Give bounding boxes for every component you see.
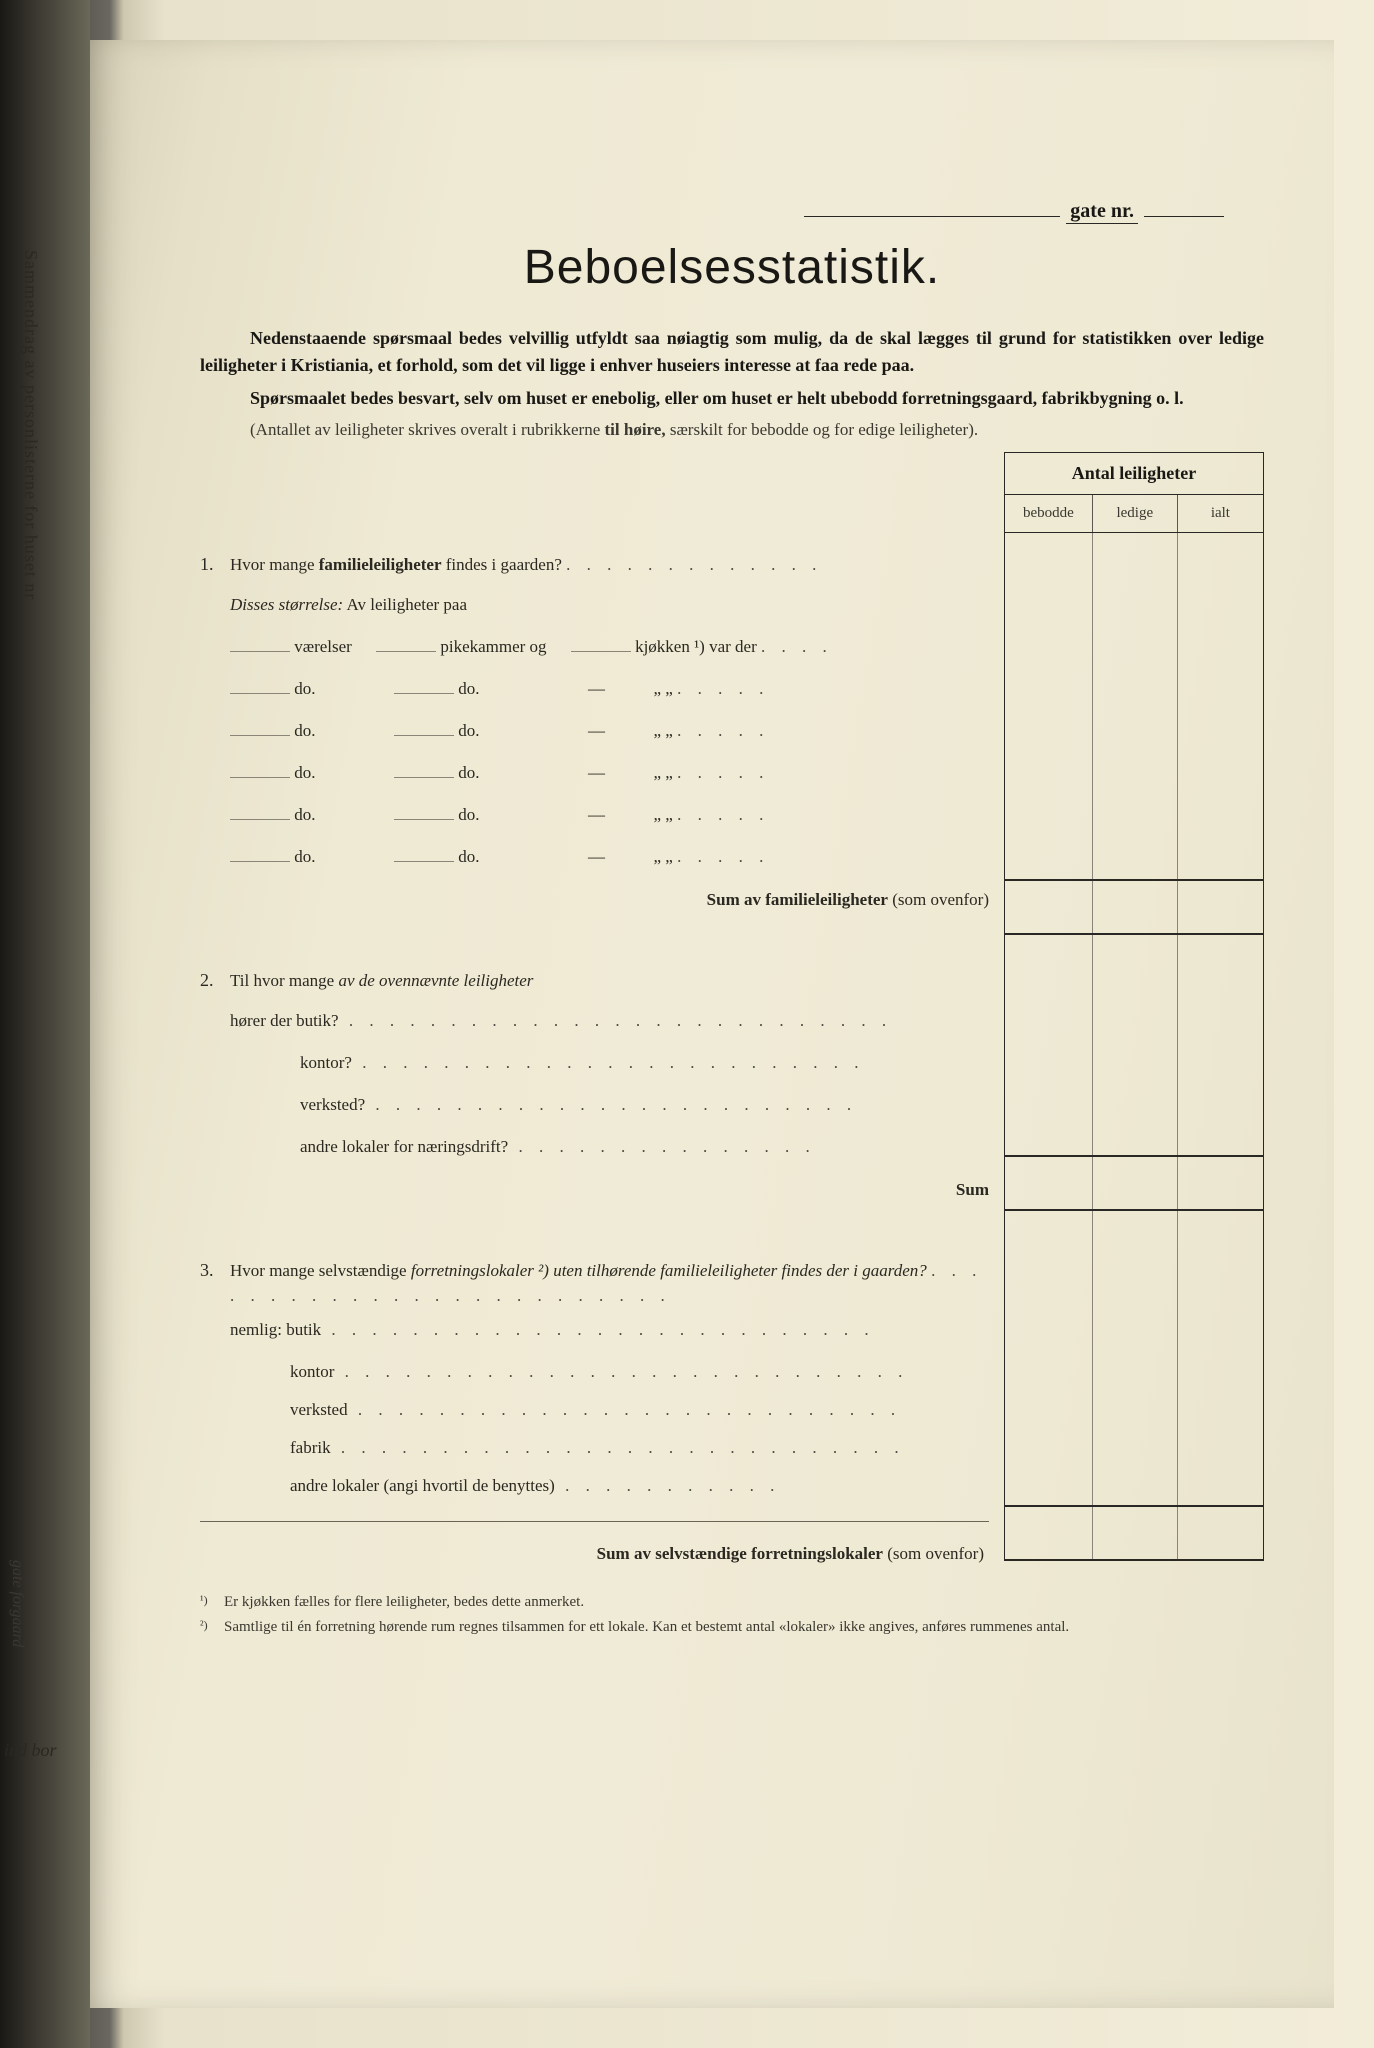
gate-number-blank bbox=[1144, 216, 1224, 217]
q1-size-intro: Disses størrelse: Av leiligheter paa bbox=[200, 584, 989, 626]
q1-size-header: værelser pikekammer og kjøkken ¹) var de… bbox=[200, 626, 989, 668]
gate-number-field: gate nr. bbox=[804, 200, 1224, 224]
q2-butik: hører der butik? . . . . . . . . . . . .… bbox=[200, 1000, 989, 1042]
q1-do-row: do. do. — „ „ . . . . . bbox=[200, 836, 989, 878]
table-row bbox=[1005, 711, 1263, 753]
table-row bbox=[1005, 935, 1263, 987]
q1-do-row: do. do. — „ „ . . . . . bbox=[200, 794, 989, 836]
table-row bbox=[1005, 795, 1263, 837]
q3-andre: andre lokaler (angi hvortil de benyttes)… bbox=[200, 1465, 989, 1503]
intro-note: (Antallet av leiligheter skrives overalt… bbox=[200, 418, 1264, 442]
table-row-sum bbox=[1005, 1507, 1263, 1559]
table-body bbox=[1004, 533, 1264, 1561]
q3-verksted: verksted . . . . . . . . . . . . . . . .… bbox=[200, 1389, 989, 1427]
table-row bbox=[1005, 1391, 1263, 1429]
question-1: 1. Hvor mange familieleiligheter findes … bbox=[200, 542, 989, 584]
count-table: Antal leiligheter bebodde ledige ialt bbox=[1004, 452, 1264, 1561]
table-row bbox=[1005, 1113, 1263, 1155]
question-2: 2. Til hvor mange av de ovennævnte leili… bbox=[200, 958, 989, 1000]
col-bebodde: bebodde bbox=[1005, 495, 1093, 532]
table-row bbox=[1005, 753, 1263, 795]
form-content: Antal leiligheter bebodde ledige ialt bbox=[200, 452, 1264, 1572]
q3-nemlig-butik: nemlig: butik . . . . . . . . . . . . . … bbox=[200, 1309, 989, 1351]
table-row bbox=[1005, 669, 1263, 711]
table-row bbox=[1005, 1429, 1263, 1467]
q2-andre: andre lokaler for næringsdrift? . . . . … bbox=[200, 1126, 989, 1168]
intro-paragraph-2: Spørsmaalet bedes besvart, selv om huset… bbox=[200, 385, 1264, 412]
intro-paragraph-1: Nedenstaaende spørsmaal bedes velvillig … bbox=[200, 325, 1264, 379]
table-row bbox=[1005, 1029, 1263, 1071]
table-row bbox=[1005, 627, 1263, 669]
q1-number: 1. bbox=[200, 554, 230, 575]
q1-do-row: do. do. — „ „ . . . . . bbox=[200, 668, 989, 710]
q2-verksted: verksted? . . . . . . . . . . . . . . . … bbox=[200, 1084, 989, 1126]
q1-do-row: do. do. — „ „ . . . . . bbox=[200, 710, 989, 752]
footnote-1: ¹) Er kjøkken fælles for flere leilighet… bbox=[200, 1592, 1264, 1613]
col-ialt: ialt bbox=[1178, 495, 1263, 532]
table-row bbox=[1005, 585, 1263, 627]
form-page: gate nr. Beboelsesstatistik. Nedenstaaen… bbox=[90, 40, 1334, 2008]
margin-vertical-text-2: gate forgaard bbox=[8, 1560, 26, 1647]
table-row bbox=[1005, 1353, 1263, 1391]
footnote-2: ²) Samtlige til én forretning hørende ru… bbox=[200, 1617, 1264, 1638]
q3-kontor: kontor . . . . . . . . . . . . . . . . .… bbox=[200, 1351, 989, 1389]
table-row-sum bbox=[1005, 881, 1263, 933]
table-row bbox=[1005, 533, 1263, 585]
table-row bbox=[1005, 1263, 1263, 1315]
gate-label: gate nr. bbox=[1066, 200, 1138, 224]
q3-fabrik: fabrik . . . . . . . . . . . . . . . . .… bbox=[200, 1427, 989, 1465]
page-title: Beboelsesstatistik. bbox=[200, 240, 1264, 295]
margin-vertical-text-1: Sammendrag av personlisterne for huset n… bbox=[20, 250, 41, 600]
table-row bbox=[1005, 1211, 1263, 1263]
table-row bbox=[1005, 987, 1263, 1029]
q3-number: 3. bbox=[200, 1260, 230, 1281]
bottom-rule bbox=[200, 1521, 989, 1522]
table-row bbox=[1005, 1071, 1263, 1113]
q2-kontor: kontor? . . . . . . . . . . . . . . . . … bbox=[200, 1042, 989, 1084]
question-3: 3. Hvor mange selvstændige forretningslo… bbox=[200, 1248, 989, 1309]
q1-do-row: do. do. — „ „ . . . . . bbox=[200, 752, 989, 794]
table-row bbox=[1005, 837, 1263, 879]
table-row bbox=[1005, 1315, 1263, 1353]
col-ledige: ledige bbox=[1093, 495, 1178, 532]
margin-side-text-3: ind bor bbox=[4, 1740, 57, 1761]
footnotes: ¹) Er kjøkken fælles for flere leilighet… bbox=[200, 1592, 1264, 1638]
questions-area: 1. Hvor mange familieleiligheter findes … bbox=[200, 452, 989, 1572]
binding-margin: Sammendrag av personlisterne for huset n… bbox=[0, 0, 90, 2048]
gate-street-blank bbox=[804, 216, 1060, 217]
table-row-sum bbox=[1005, 1157, 1263, 1209]
q2-sum: Sum bbox=[200, 1168, 989, 1208]
q1-sum: Sum av familieleiligheter (som ovenfor) bbox=[200, 878, 989, 918]
table-header: Antal leiligheter bbox=[1004, 452, 1264, 495]
table-column-headers: bebodde ledige ialt bbox=[1004, 495, 1264, 533]
table-row bbox=[1005, 1467, 1263, 1505]
q2-number: 2. bbox=[200, 970, 230, 991]
